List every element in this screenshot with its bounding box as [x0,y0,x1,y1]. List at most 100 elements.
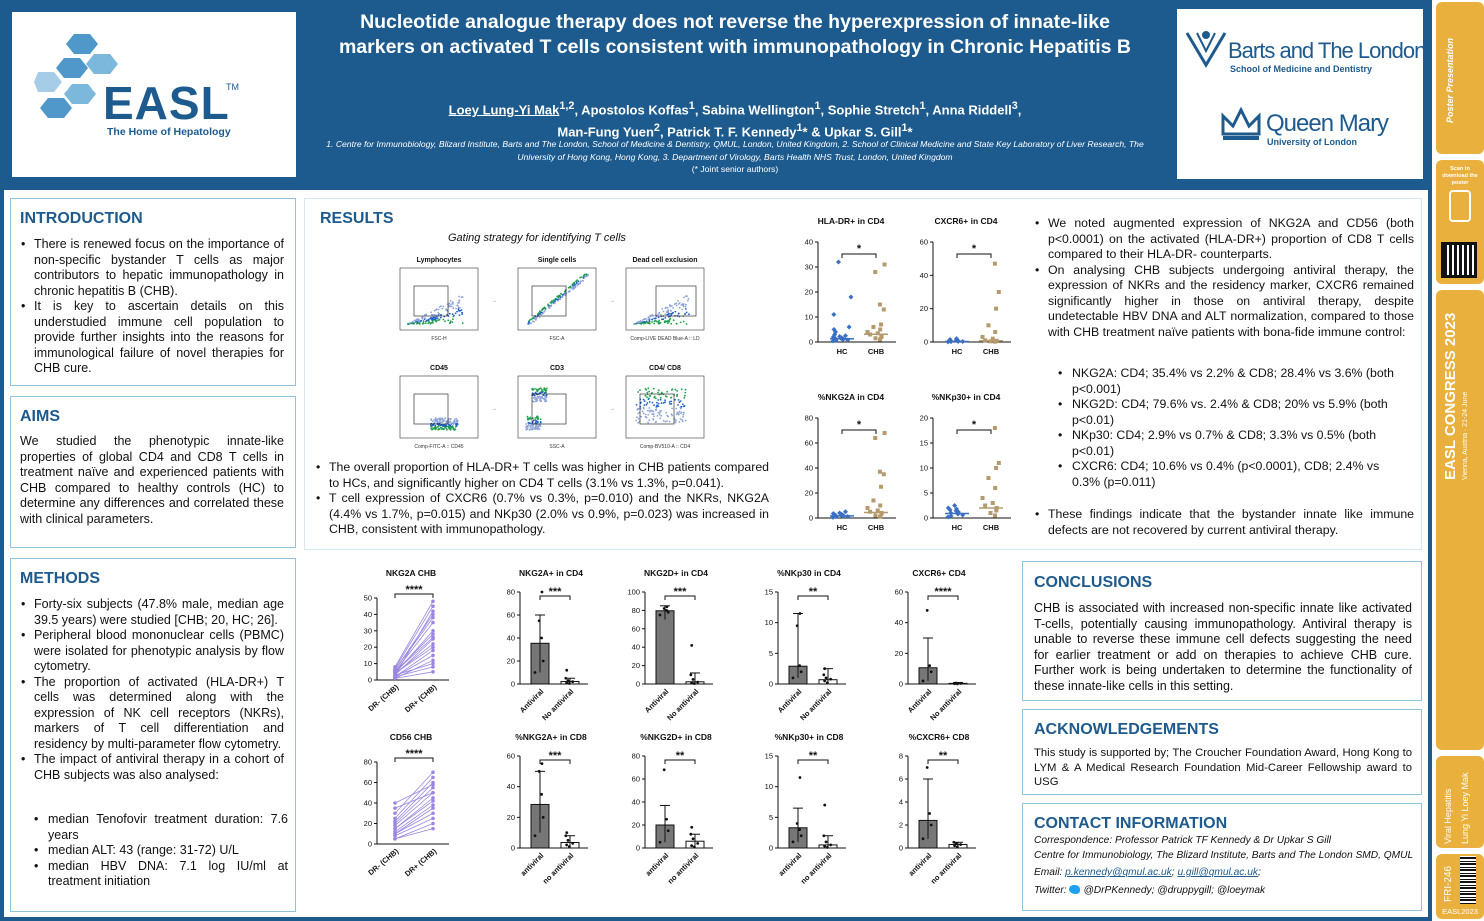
gate-event [528,319,531,321]
pair-line [394,637,434,673]
data-point [954,842,958,845]
methods-sublist: median Tenofovir treatment duration: 7.6… [32,812,288,890]
acknowledgements-text: This study is supported by; The Croucher… [1034,747,1412,788]
author: , Patrick T. F. Kennedy [659,124,797,140]
data-point [431,790,435,795]
gate-event [560,292,562,295]
x-category-label: antiviral [907,851,934,878]
data-point [878,327,883,332]
gate-event [437,428,439,431]
gate-event [647,409,649,412]
data-point [665,609,669,612]
email-line: Email: p.kennedy@qmul.ac.uk; u.gill@qmul… [1034,866,1418,881]
gate-event [676,411,679,414]
gate-event [458,314,461,316]
sig-label: *** [549,750,563,762]
gate-event [532,401,535,403]
twitter-handles[interactable]: @DrPKennedy; @druppygill; @loeymak [1083,884,1266,896]
data-point [540,762,544,766]
gate-event [670,396,672,399]
gate-event [666,322,669,324]
y-tick-label: 60 [507,611,515,620]
gate-event [652,418,654,420]
gate-event [666,414,669,417]
gate-event [437,421,440,423]
data-point [829,677,833,681]
gate-event [452,307,455,310]
list-item: NKG2D: CD4; 79.6% vs. 2.4% & CD8; 20% vs… [1056,397,1404,428]
email-link-kennedy[interactable]: p.kennedy@qmul.ac.uk [1065,867,1172,878]
gate-event [441,428,443,431]
gate-event [677,303,680,305]
y-tick-label: 10 [364,659,372,668]
gate-event [671,407,673,410]
y-tick-label: 30 [805,263,813,272]
data-point [992,261,997,266]
pair-line [394,610,434,676]
qr-code-icon[interactable] [1441,242,1477,278]
gate-event [435,427,437,430]
x-category-label: Antiviral [776,687,804,715]
gate-event [444,426,447,429]
data-point [945,505,951,511]
gate-event [543,310,546,313]
gate-plot-frame [625,267,705,331]
gate-event [645,317,647,320]
gate-event [682,413,685,416]
chart-title: CXCR6+ CD4 [912,568,965,578]
chart-title: %NKp30+ in CD8 [775,732,844,742]
y-tick-label: 80 [632,752,640,761]
gate-event [423,314,426,317]
gate-event [547,303,549,306]
arrow-icon: → [492,298,497,304]
gate-event [653,404,655,406]
data-point [537,769,541,773]
data-point [824,840,828,844]
results-mid-list: The overall proportion of HLA-DR+ T cell… [315,460,769,538]
data-point [994,306,999,311]
data-point [540,792,544,796]
data-point [565,843,569,847]
gate-event [455,307,457,310]
list-item: median Tenofovir treatment duration: 7.6… [32,812,288,843]
data-point [878,514,883,519]
chart-title: NKG2A+ in CD4 [519,568,583,578]
data-point [873,270,878,274]
data-point [992,426,997,430]
gate-event [635,419,638,422]
y-tick-label: 60 [507,752,515,761]
data-point [565,681,569,685]
gate-event [642,412,645,415]
data-point [658,840,662,844]
data-point [954,681,958,685]
data-point [986,476,991,480]
gate-event [448,312,451,315]
gate-event [684,305,687,308]
list-item: median HBV DNA: 7.1 log IU/ml at treatme… [32,859,288,890]
data-point [798,828,802,831]
gate-event [643,400,646,402]
y-tick-label: 0 [769,680,773,689]
gate-event [670,400,672,403]
gate-event [551,300,554,303]
gate-event [558,294,561,297]
data-point [533,671,537,674]
gate-event [430,426,433,428]
data-point [882,431,887,435]
email-link-gill[interactable]: u.gill@qmul.ac.uk [1177,867,1258,878]
pair-line [394,784,434,804]
acknowledgements-heading: ACKNOWLEDGEMENTS [1034,721,1219,738]
gate-event [664,420,667,423]
gate-event [654,319,657,322]
data-point [431,661,435,666]
results-right-sublist: NKG2A: CD4; 35.4% vs 2.2% & CD8; 28.4% v… [1056,366,1404,490]
gate-event [572,286,574,289]
gate-event [675,302,678,305]
gate-event [672,319,675,322]
list-item: There is renewed focus on the importance… [20,237,284,299]
gate-event [436,420,438,423]
gate-event [449,300,452,302]
